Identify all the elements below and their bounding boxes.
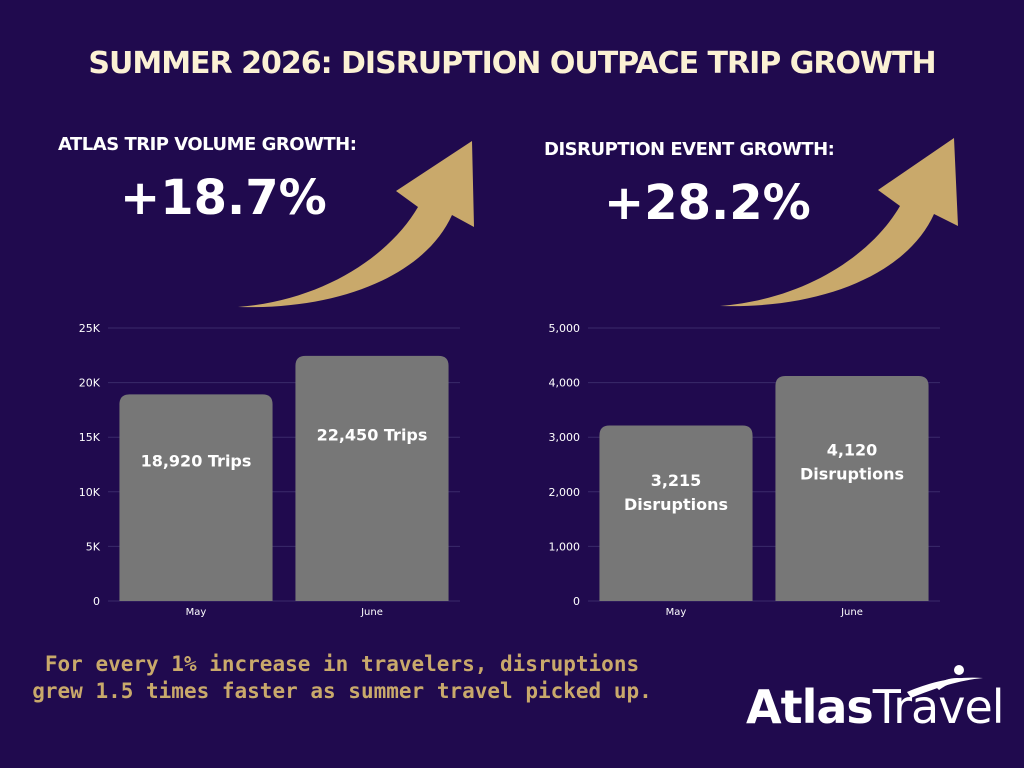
x-tick-label: May — [186, 607, 207, 618]
data-label: Disruptions — [624, 495, 728, 514]
bar-may — [119, 394, 273, 601]
y-tick-label: 4,000 — [549, 377, 581, 390]
y-tick-label: 0 — [93, 595, 100, 608]
y-tick-label: 15K — [79, 431, 101, 444]
y-tick-label: 3,000 — [549, 431, 581, 444]
x-tick-label: June — [360, 607, 383, 618]
page-title: SUMMER 2026: DISRUPTION OUTPACE TRIP GRO… — [88, 46, 936, 81]
y-tick-label: 0 — [573, 595, 580, 608]
data-label: 18,920 Trips — [141, 452, 252, 471]
bar-may — [599, 425, 753, 601]
trip-growth-value: +18.7% — [120, 170, 327, 226]
disruption-growth-arrow-icon — [720, 138, 958, 307]
brand-part-2: Travel — [872, 680, 1005, 734]
data-label: 22,450 Trips — [317, 425, 428, 444]
data-label: Disruptions — [800, 465, 904, 484]
y-tick-label: 10K — [79, 486, 101, 499]
bar-june — [775, 376, 929, 601]
footnote: For every 1% increase in travelers, disr… — [32, 652, 652, 703]
y-tick-label: 5,000 — [549, 322, 581, 335]
y-tick-label: 25K — [79, 322, 101, 335]
bar-june — [295, 355, 449, 601]
y-tick-label: 2,000 — [549, 486, 581, 499]
disruption-growth-value: +28.2% — [604, 175, 811, 231]
brand-logo: AtlasTravel — [746, 680, 1005, 734]
trip-volume-chart: 0 5K 10K 15K 20K 25K 18,920 Trips May 22,450 Tri… — [79, 322, 460, 618]
y-tick-label: 1,000 — [549, 540, 581, 553]
trip-growth-label: ATLAS TRIP VOLUME GROWTH: — [58, 134, 357, 155]
brand-part-1: Atlas — [746, 680, 874, 734]
x-tick-label: May — [666, 607, 687, 618]
y-tick-label: 20K — [79, 377, 101, 390]
traveler-swoosh-icon — [907, 665, 983, 698]
y-tick-label: 5K — [86, 540, 101, 553]
trip-growth-arrow-icon — [238, 141, 474, 308]
disruption-growth-label: DISRUPTION EVENT GROWTH: — [544, 139, 835, 160]
x-tick-label: June — [840, 607, 863, 618]
data-label: 3,215 — [651, 471, 702, 490]
data-label: 4,120 — [827, 441, 878, 460]
disruption-events-chart: 0 1,000 2,000 3,000 4,000 5,000 3,215 Disruptio… — [549, 322, 940, 618]
